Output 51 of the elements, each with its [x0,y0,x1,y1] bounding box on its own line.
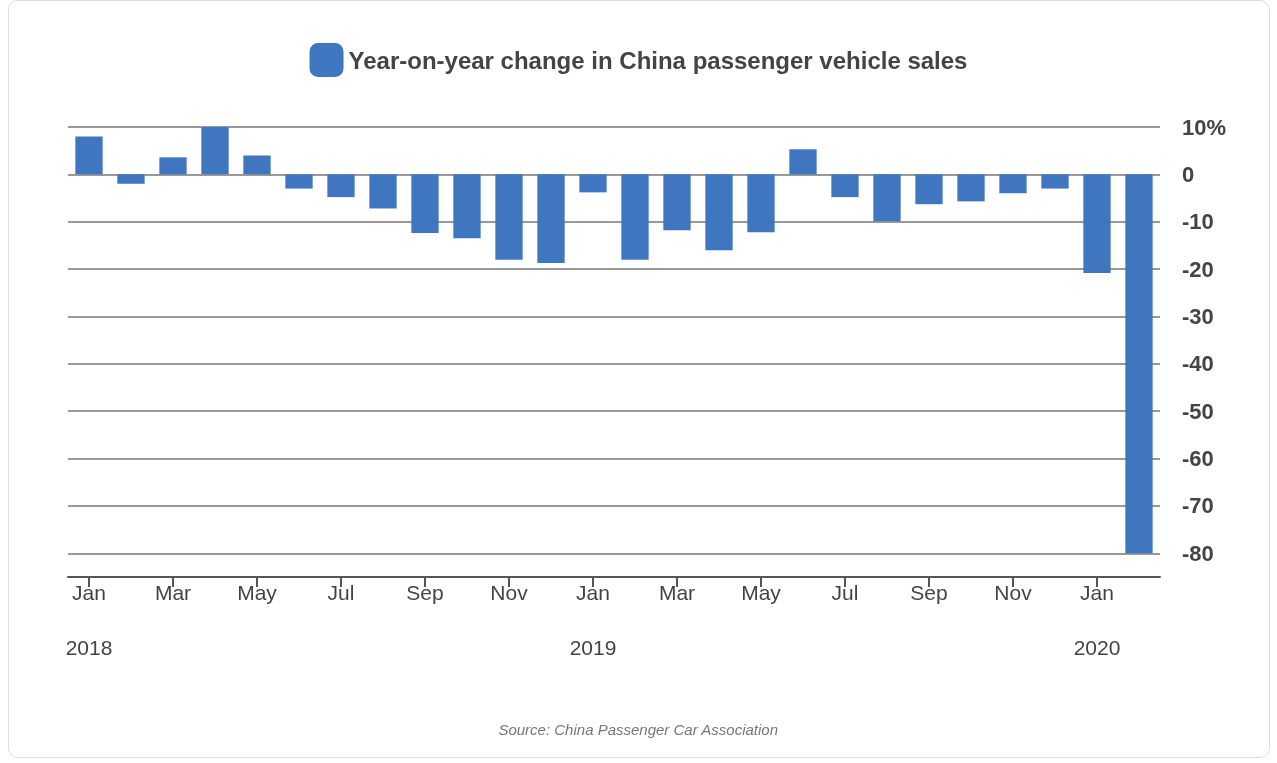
bar [747,174,775,233]
category-label: Jan 2020 [1073,581,1121,659]
bar [159,157,187,175]
bar [369,174,397,209]
x-tick-label: Mar [154,581,192,604]
y-tick-label: -20 [1182,256,1214,282]
bar [117,174,145,184]
y-tick-label: -10 [1182,209,1214,235]
x-tick-label: May [237,581,278,604]
category-label: Jan 2018 [65,581,113,659]
x-tick-label: Jul [831,581,859,604]
x-tick-label: Sep [406,581,444,604]
bar [1083,174,1111,273]
bar [495,174,523,260]
bar [957,174,985,202]
x-tick-label: Nov [994,581,1033,604]
bar [999,174,1027,194]
bar [537,174,565,263]
y-tick-label: 0 [1182,161,1195,187]
bar [327,174,355,198]
bar [663,174,691,231]
x-tick-label: May [741,581,782,604]
bar [873,174,901,222]
source-note: Source: China Passenger Car Association [498,721,779,738]
bar [411,174,439,234]
x-tick-label: Nov [490,581,529,604]
bar [705,174,733,251]
y-tick-label: -70 [1182,493,1214,519]
bar [831,174,859,198]
y-tick-label: -60 [1182,446,1214,472]
category-label: Jan 2019 [569,581,617,659]
bar [243,155,271,175]
bar [285,174,313,189]
y-tick-label: -50 [1182,398,1214,424]
bar [201,127,229,175]
bar [915,174,943,205]
bar [579,174,607,193]
x-tick-label: Mar [658,581,696,604]
legend-label: Year-on-year change in China passenger vehicle sales [348,46,968,74]
bar [789,149,817,175]
y-tick-label: 10% [1182,114,1227,140]
x-tick-label: Jul [327,581,355,604]
bar [75,136,103,175]
x-tick-label: Sep [910,581,948,604]
y-tick-label: -80 [1182,540,1214,566]
bar [1125,174,1153,554]
y-tick-label: -30 [1182,303,1214,329]
y-tick-label: -40 [1182,351,1214,377]
bar [1041,174,1069,189]
bar [453,174,481,239]
bar [621,174,649,260]
